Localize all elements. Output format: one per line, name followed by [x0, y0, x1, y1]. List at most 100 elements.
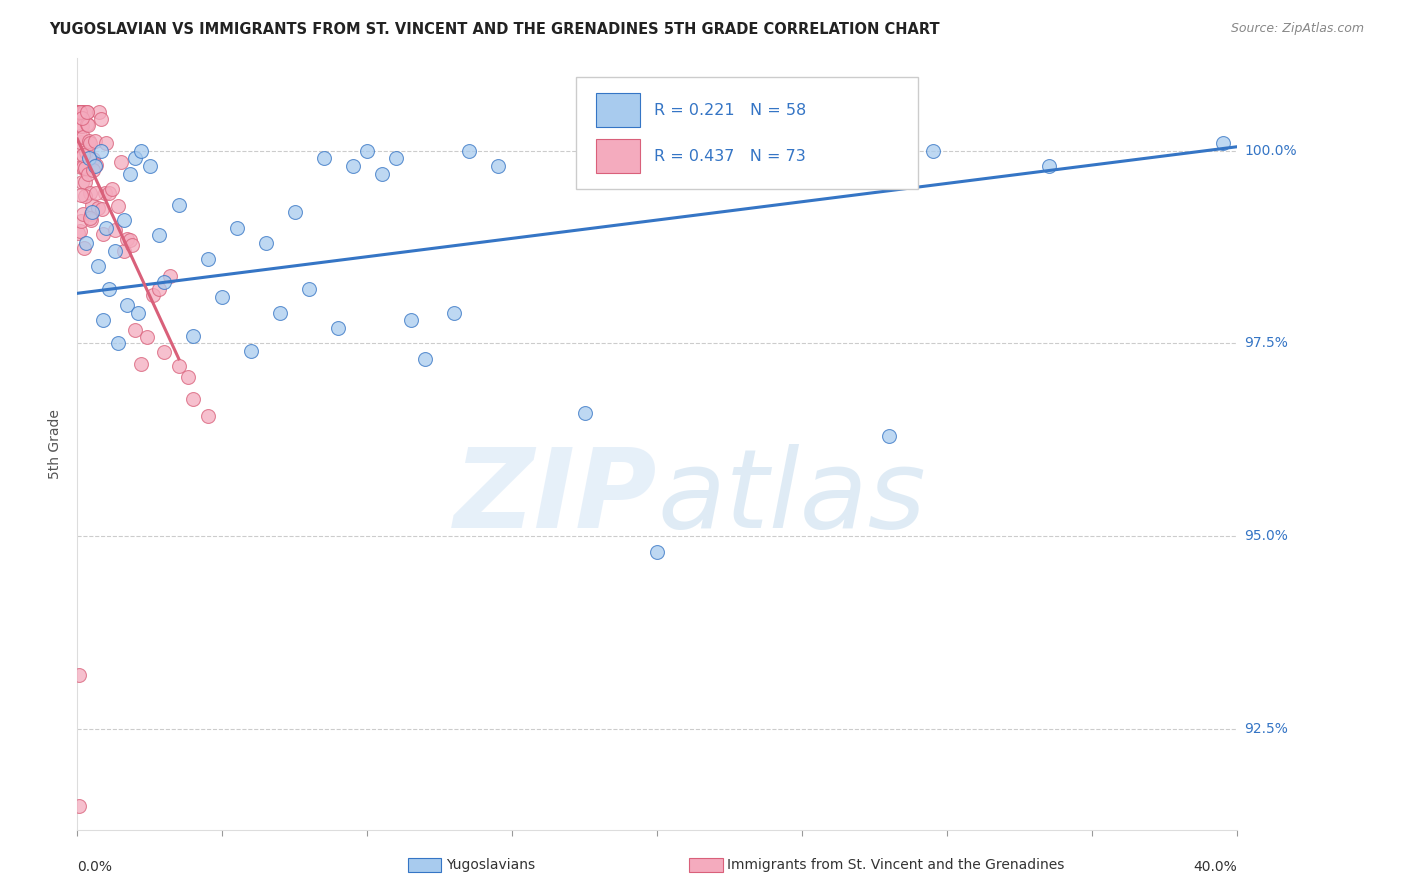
- Point: [76, 167, 98, 181]
- Point: [73, 189, 96, 203]
- Point: [98, 282, 121, 296]
- Point: [443, 305, 465, 319]
- Point: [72, 160, 94, 174]
- Point: [121, 238, 143, 252]
- Point: [457, 144, 479, 158]
- Point: [70, 176, 93, 190]
- Point: [148, 228, 170, 243]
- Point: [107, 199, 129, 213]
- Point: [90, 112, 111, 126]
- Point: [356, 144, 378, 158]
- Point: [77, 134, 100, 148]
- Point: [135, 330, 157, 344]
- Text: 100.0%: 100.0%: [1244, 144, 1296, 158]
- Point: [96, 136, 118, 150]
- Point: [93, 313, 115, 327]
- Point: [93, 227, 115, 241]
- Point: [211, 290, 233, 304]
- Point: [80, 205, 103, 219]
- Text: atlas: atlas: [658, 444, 927, 551]
- Point: [129, 144, 152, 158]
- Point: [91, 202, 114, 216]
- Point: [80, 198, 103, 212]
- Point: [90, 144, 111, 158]
- Point: [486, 159, 509, 173]
- Point: [124, 323, 146, 337]
- Point: [72, 105, 94, 120]
- Point: [70, 160, 93, 174]
- Point: [167, 197, 190, 211]
- Point: [118, 233, 141, 247]
- Point: [124, 151, 146, 165]
- Text: Source: ZipAtlas.com: Source: ZipAtlas.com: [1230, 22, 1364, 36]
- Point: [69, 214, 91, 228]
- Point: [240, 344, 263, 359]
- Point: [66, 151, 89, 165]
- Point: [254, 236, 277, 251]
- Point: [921, 144, 943, 158]
- Point: [197, 409, 219, 423]
- Point: [73, 161, 96, 175]
- Point: [67, 137, 90, 152]
- Point: [79, 211, 101, 225]
- Point: [107, 336, 129, 351]
- Point: [76, 118, 98, 132]
- Point: [183, 328, 205, 343]
- Point: [385, 151, 408, 165]
- Point: [647, 545, 669, 559]
- Point: [312, 151, 335, 165]
- Point: [67, 105, 90, 120]
- Point: [342, 159, 364, 173]
- Point: [225, 220, 247, 235]
- Point: [83, 159, 105, 173]
- Point: [104, 244, 127, 258]
- Point: [70, 105, 93, 120]
- Point: [69, 136, 91, 150]
- Point: [86, 202, 108, 216]
- Point: [139, 159, 162, 173]
- Point: [94, 186, 117, 200]
- Point: [574, 406, 596, 420]
- Point: [84, 186, 107, 200]
- Point: [399, 313, 422, 327]
- Point: [127, 305, 149, 319]
- Point: [76, 105, 98, 120]
- Text: 92.5%: 92.5%: [1244, 723, 1288, 736]
- Point: [110, 154, 132, 169]
- Point: [75, 145, 97, 160]
- Text: 97.5%: 97.5%: [1244, 336, 1288, 351]
- Point: [77, 151, 100, 165]
- Point: [269, 305, 291, 319]
- Y-axis label: 5th Grade: 5th Grade: [48, 409, 62, 479]
- Text: YUGOSLAVIAN VS IMMIGRANTS FROM ST. VINCENT AND THE GRENADINES 5TH GRADE CORRELAT: YUGOSLAVIAN VS IMMIGRANTS FROM ST. VINCE…: [49, 22, 939, 37]
- Text: Immigrants from St. Vincent and the Grenadines: Immigrants from St. Vincent and the Gren…: [727, 858, 1064, 872]
- Point: [72, 207, 94, 221]
- Point: [104, 223, 127, 237]
- Point: [167, 359, 190, 373]
- FancyBboxPatch shape: [576, 78, 918, 189]
- Point: [183, 392, 205, 407]
- Text: 0.0%: 0.0%: [77, 860, 112, 874]
- Point: [159, 269, 181, 284]
- Text: 40.0%: 40.0%: [1194, 860, 1237, 874]
- Point: [631, 151, 654, 165]
- Point: [129, 357, 152, 371]
- Point: [79, 207, 101, 221]
- Point: [67, 799, 90, 814]
- Point: [284, 205, 307, 219]
- Point: [877, 429, 901, 443]
- Point: [87, 105, 110, 120]
- Text: Yugoslavians: Yugoslavians: [446, 858, 534, 872]
- Point: [67, 105, 90, 120]
- Point: [1038, 159, 1060, 173]
- Point: [69, 129, 91, 144]
- Text: ZIP: ZIP: [454, 444, 658, 551]
- Point: [153, 275, 176, 289]
- Point: [80, 213, 103, 227]
- FancyBboxPatch shape: [596, 94, 640, 128]
- Point: [73, 241, 96, 255]
- Point: [661, 144, 683, 158]
- Point: [83, 135, 105, 149]
- Point: [748, 167, 770, 181]
- Point: [76, 105, 98, 120]
